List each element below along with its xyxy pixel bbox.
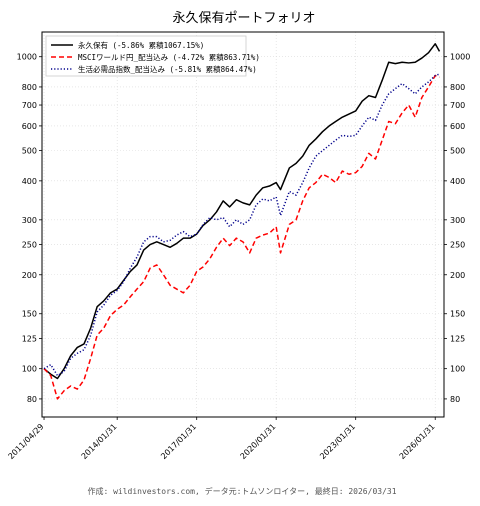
x-tick-label: 2020/01/31 (239, 422, 278, 461)
y-axis-right: 80 100 125 150 200 250 300 400 500 600 700 800 1000 (444, 53, 470, 404)
legend-label-1: 永久保有 (-5.86% 累積1067.15%) (78, 40, 204, 50)
x-axis: 2011/04/29 2014/01/31 2017/01/31 2020/01/31… (6, 417, 437, 461)
y-tick-label-left: 1000 (17, 53, 37, 62)
y-tick-label-right: 500 (450, 147, 465, 156)
y-tick-label-right: 125 (450, 334, 465, 343)
y-tick-label-left: 600 (22, 122, 37, 131)
series-lines (43, 43, 441, 400)
legend-box (45, 35, 247, 77)
y-tick-label-right: 150 (450, 310, 465, 319)
series-line-2 (43, 74, 440, 400)
x-tick-label: 2017/01/31 (159, 422, 198, 461)
y-axis-left: 80 100 125 150 200 250 300 400 500 600 700 800 1000 (17, 53, 42, 404)
legend-label-3: 生活必需品指数_配当込み (-5.81% 累積864.47%) (78, 64, 257, 74)
legend-label-2: MSCIワールド円_配当込み (-4.72% 累積863.71%) (78, 52, 260, 62)
y-tick-label-left: 500 (22, 147, 37, 156)
y-tick-label-right: 800 (450, 83, 465, 92)
y-tick-label-right: 250 (450, 241, 465, 250)
x-tick-label: 2023/01/31 (318, 422, 357, 461)
y-tick-label-left: 200 (22, 271, 37, 280)
y-tick-label-right: 700 (450, 101, 465, 110)
y-tick-label-left: 400 (22, 177, 37, 186)
x-tick-label: 2011/04/29 (6, 422, 45, 461)
y-tick-label-left: 100 (22, 365, 37, 374)
y-tick-label-left: 800 (22, 83, 37, 92)
y-tick-label-right: 200 (450, 271, 465, 280)
plot-frame (41, 31, 445, 418)
y-tick-label-right: 1000 (450, 53, 470, 62)
y-tick-label-right: 400 (450, 177, 465, 186)
chart-title: 永久保有ポートフォリオ (172, 11, 315, 26)
y-tick-label-left: 300 (22, 216, 37, 225)
legend: 永久保有 (-5.86% 累積1067.15%) MSCIワールド円_配当込み (… (45, 35, 260, 77)
y-tick-label-right: 600 (450, 122, 465, 131)
y-tick-label-right: 300 (450, 216, 465, 225)
y-tick-label-right: 80 (450, 395, 460, 404)
x-tick-label: 2026/01/31 (398, 422, 437, 461)
series-line-3 (43, 73, 440, 377)
y-tick-label-left: 250 (22, 241, 37, 250)
y-tick-label-left: 150 (22, 310, 37, 319)
y-tick-label-left: 80 (27, 395, 37, 404)
y-tick-label-right: 100 (450, 365, 465, 374)
x-tick-label: 2014/01/31 (80, 422, 119, 461)
chart-footer: 作成: wildinvestors.com, データ元:トムソンロイター, 最終… (87, 486, 396, 496)
y-tick-label-left: 700 (22, 101, 37, 110)
series-line-1 (43, 43, 441, 380)
grid-lines (42, 32, 444, 417)
y-tick-label-left: 125 (22, 334, 37, 343)
